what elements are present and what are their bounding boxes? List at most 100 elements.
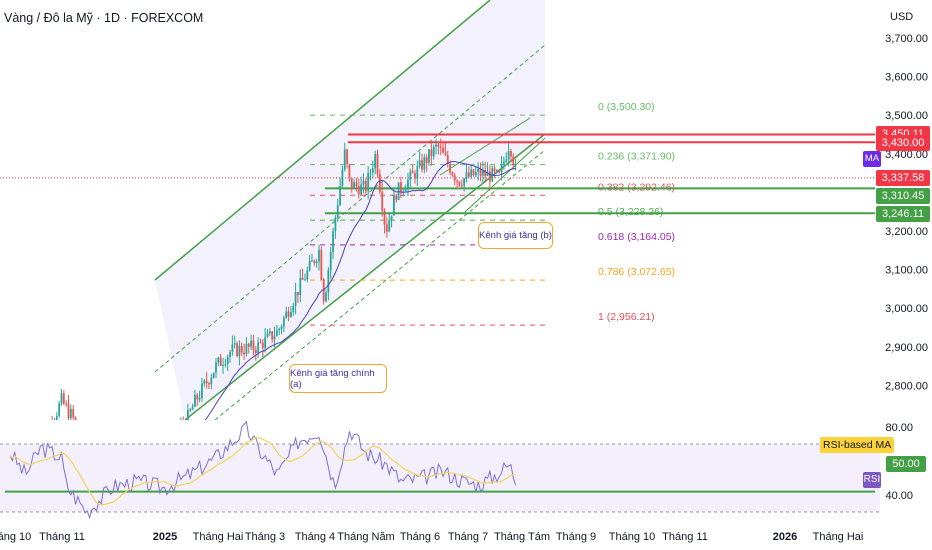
- x-tick-label: Tháng 10: [0, 531, 31, 543]
- candle-body: [498, 170, 501, 173]
- rsi-ma-line: [9, 437, 516, 506]
- candle-body: [74, 417, 77, 420]
- candle-body: [54, 422, 56, 428]
- rsi-line: [9, 420, 517, 520]
- rsi-tick-label: 80.00: [885, 422, 913, 434]
- candle-body: [42, 436, 44, 444]
- last-price-tag: 3,337.58: [876, 170, 930, 186]
- candle-body: [460, 185, 463, 187]
- y-tick-label: 3,500.00: [885, 110, 928, 122]
- candle-body: [439, 146, 442, 148]
- rsi-band-fill: [0, 444, 880, 512]
- candle-body: [47, 429, 49, 433]
- candle-body: [474, 172, 477, 176]
- x-tick-label: Tháng 7: [448, 531, 488, 543]
- candle-body: [212, 372, 215, 378]
- y-tick-label: 3,000.00: [885, 303, 928, 315]
- candle-body: [44, 429, 46, 436]
- candle-body: [217, 357, 220, 363]
- candle-body: [112, 441, 114, 442]
- candle-body: [287, 311, 290, 317]
- candle-body: [250, 340, 253, 347]
- candle-body: [339, 185, 341, 205]
- candle-body: [318, 249, 320, 262]
- candle-body: [353, 182, 356, 189]
- candle-body: [175, 429, 177, 435]
- candle-body: [336, 204, 339, 218]
- candle-body: [477, 168, 480, 173]
- candle-body: [292, 305, 295, 313]
- candle-body: [282, 317, 285, 327]
- candle-body: [254, 349, 257, 353]
- rsi-ma-label: RSI-based MA: [820, 437, 895, 453]
- candle-body: [280, 326, 283, 330]
- y-tick-label: 2,800.00: [885, 380, 928, 392]
- candle-body: [479, 168, 482, 176]
- candle-body: [236, 343, 238, 357]
- candle-body: [402, 191, 405, 193]
- candle-body: [463, 178, 466, 186]
- candle-body: [503, 161, 505, 164]
- candle-body: [467, 172, 470, 177]
- candle-body: [245, 343, 248, 355]
- candle-body: [388, 220, 391, 232]
- candle-body: [395, 195, 398, 200]
- x-tick-label: Tháng 10: [609, 531, 655, 543]
- candle-body: [72, 408, 75, 418]
- candle-body: [421, 160, 423, 170]
- rsi-tick-label: 40.00: [885, 490, 913, 502]
- candle-body: [357, 186, 360, 195]
- annotation-channel-a[interactable]: Kênh giá tăng chính (a): [289, 364, 387, 393]
- candle-body: [84, 431, 86, 443]
- candle-body: [180, 425, 182, 431]
- ma-badge[interactable]: MA: [863, 151, 881, 167]
- fib-level-label: 0.236 (3,371.90): [598, 151, 675, 163]
- fib-level-label: 0.786 (3,072.65): [598, 266, 675, 278]
- candle-body: [470, 169, 473, 177]
- candle-body: [77, 421, 79, 429]
- candle-body: [362, 180, 365, 185]
- candle-body: [369, 172, 372, 174]
- annotation-channel-b[interactable]: Kênh giá tăng (b): [478, 222, 553, 249]
- candle-body: [367, 172, 370, 192]
- candle-body: [121, 440, 123, 442]
- candle-body: [381, 191, 384, 211]
- candle-body: [67, 403, 70, 418]
- fib-level-label: 0.382 (3,292.46): [598, 181, 675, 193]
- candle-body: [446, 155, 449, 164]
- candle-body: [435, 144, 437, 147]
- candle-body: [364, 180, 367, 192]
- candle-body: [271, 331, 274, 340]
- x-tick-label: Tháng Tám: [494, 531, 550, 543]
- fib-level-label: 0 (3,500.30): [598, 101, 655, 113]
- x-tick-label: Tháng 3: [245, 531, 285, 543]
- x-tick-label: Tháng 4: [295, 531, 335, 543]
- candle-body: [243, 352, 245, 355]
- candle-body: [486, 171, 489, 176]
- price-tag-3310: 3,310.45: [876, 188, 930, 204]
- candle-body: [208, 383, 210, 385]
- candle-body: [238, 346, 241, 357]
- candle-body: [49, 425, 51, 433]
- candle-body: [383, 210, 386, 225]
- candle-body: [437, 144, 440, 147]
- candle-body: [275, 330, 278, 337]
- candle-body: [261, 342, 264, 349]
- candle-body: [304, 279, 306, 281]
- candle-body: [226, 356, 229, 365]
- y-tick-label: 3,400.00: [885, 149, 928, 161]
- candle-body: [510, 151, 512, 157]
- candle-body: [348, 164, 351, 178]
- channel-mid-line: [154, 44, 546, 373]
- candle-body: [65, 403, 68, 405]
- channel-b-upper: [439, 117, 531, 176]
- candle-body: [325, 292, 327, 302]
- channel-upper-line: [154, 0, 491, 281]
- y-tick-label: 2,900.00: [885, 342, 928, 354]
- candle-body: [257, 342, 260, 353]
- candle-body: [488, 171, 491, 182]
- x-tick-label: Tháng Hai: [193, 531, 244, 543]
- candle-body: [231, 344, 234, 353]
- symbol-title[interactable]: Vàng / Đô la Mỹ · 1D · FOREXCOM: [4, 11, 204, 25]
